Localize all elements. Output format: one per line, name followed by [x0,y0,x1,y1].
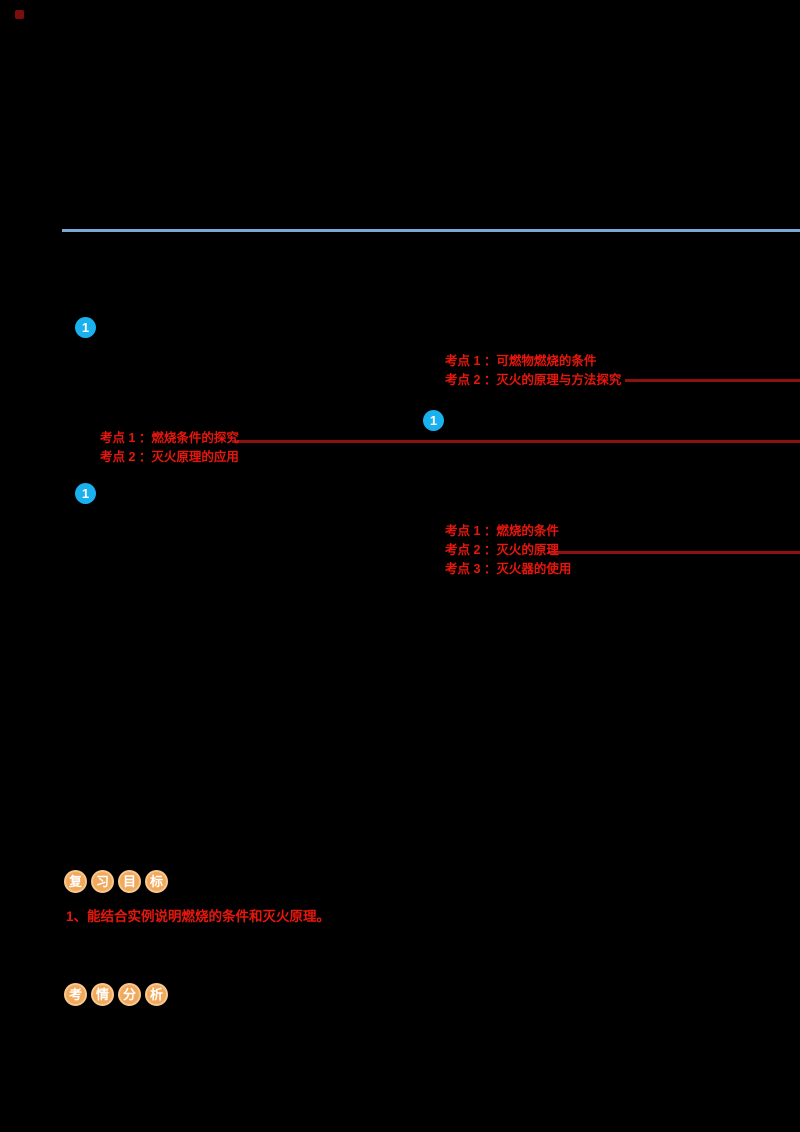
annotation-line: 考点 2 ：灭火原理的应用 [100,450,239,464]
annotation-line: 考点 2 ：灭火的原理 [445,543,559,557]
review-goal-badge: 复 习 目 标 [64,870,168,893]
leader-line-a [625,379,800,382]
badge-char: 习 [91,870,114,893]
section-divider-rule [62,229,800,232]
badge-char: 分 [118,983,141,1006]
review-goal-text: 1、能结合实例说明燃烧的条件和灭火原理。 [66,909,331,924]
circle-number-marker-1: 1 [75,317,96,338]
circle-number-marker-3: 1 [75,483,96,504]
badge-char: 考 [64,983,87,1006]
exam-analysis-badge: 考 情 分 析 [64,983,168,1006]
badge-char: 析 [145,983,168,1006]
annotation-line: 考点 3 ：灭火器的使用 [445,562,572,576]
badge-char: 复 [64,870,87,893]
badge-char: 情 [91,983,114,1006]
circle-number-marker-2: 1 [423,410,444,431]
annotation-block-c: 考点 1 ：燃烧的条件 考点 2 ：灭火的原理 考点 3 ：灭火器的使用 [445,522,571,579]
annotation-block-a: 考点 1 ：可燃物燃烧的条件 考点 2 ：灭火的原理与方法探究 [445,352,621,390]
annotation-line: 考点 1 ：燃烧的条件 [445,524,559,538]
annotation-line: 考点 2 ：灭火的原理与方法探究 [445,373,622,387]
leader-line-c [548,551,800,554]
badge-char: 目 [118,870,141,893]
leader-line-b [232,440,800,443]
annotation-line: 考点 1 ：燃烧条件的探究 [100,431,239,445]
annotation-block-b: 考点 1 ：燃烧条件的探究 考点 2 ：灭火原理的应用 [100,429,239,467]
corner-dot [15,10,24,19]
badge-char: 标 [145,870,168,893]
annotation-line: 考点 1 ：可燃物燃烧的条件 [445,354,597,368]
